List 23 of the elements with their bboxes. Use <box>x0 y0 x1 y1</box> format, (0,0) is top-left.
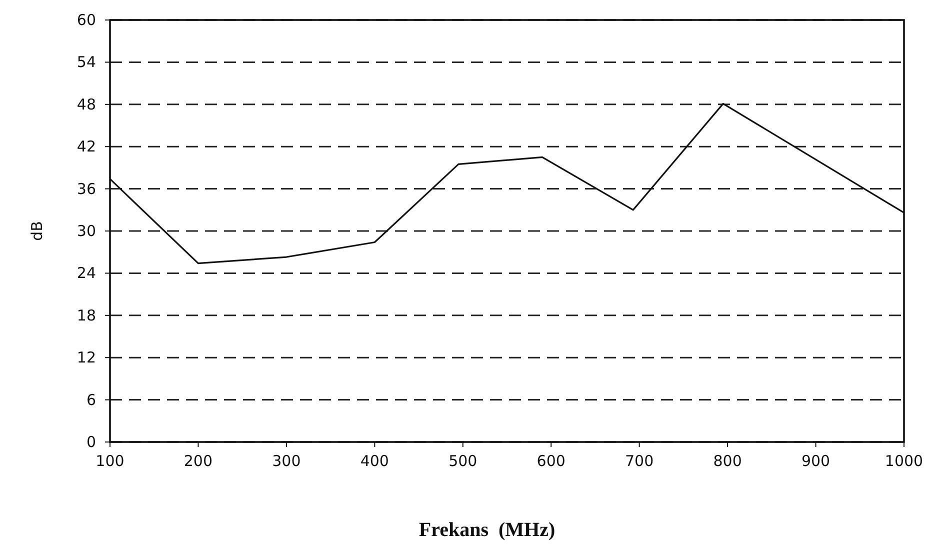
x-tick-label: 1000 <box>884 452 924 470</box>
y-tick-label: 54 <box>76 53 96 72</box>
y-tick-label: 18 <box>76 306 96 324</box>
x-tick-label: 400 <box>360 452 389 470</box>
x-tick-label: 500 <box>448 452 478 470</box>
x-tick-label: 200 <box>184 452 213 470</box>
x-tick-label: 700 <box>625 452 654 470</box>
y-tick-label: 12 <box>76 348 96 367</box>
x-tick-label: 300 <box>272 452 301 470</box>
y-tick-label: 6 <box>86 390 96 409</box>
x-axis-title: Frekans (MHz) <box>418 519 556 541</box>
x-tick-label: 900 <box>801 452 830 470</box>
x-tick-label: 800 <box>713 452 742 470</box>
y-tick-label: 60 <box>76 11 96 29</box>
y-tick-label: 36 <box>76 180 96 198</box>
y-tick-label: 0 <box>86 433 96 451</box>
x-tick-label: 100 <box>96 452 124 470</box>
y-tick-label: 24 <box>76 264 96 282</box>
y-tick-label: 42 <box>76 138 96 156</box>
y-tick-label: 30 <box>76 222 96 240</box>
x-tick-label: 600 <box>536 452 566 470</box>
y-tick-label: 48 <box>76 95 96 114</box>
y-axis-title: dB <box>28 221 46 241</box>
